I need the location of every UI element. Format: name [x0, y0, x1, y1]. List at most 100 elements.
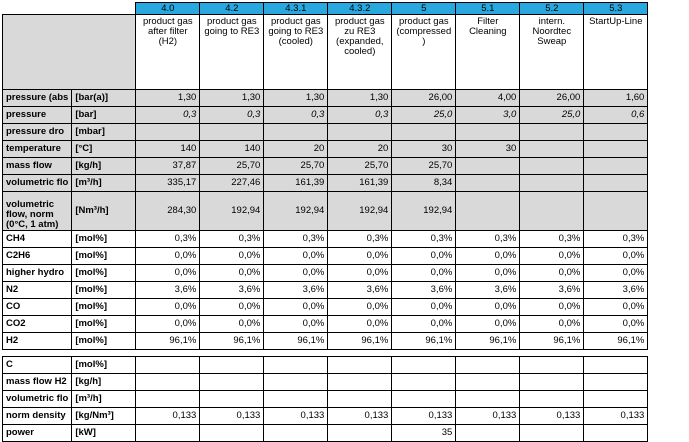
- value-cell: 4,00: [455, 89, 521, 107]
- row-label: CO2: [1, 315, 73, 333]
- row-label: temperature: [1, 140, 73, 158]
- row-label: C2H6: [1, 247, 73, 265]
- value-cell: [519, 390, 585, 408]
- value-cell: 0,0%: [135, 315, 201, 333]
- value-cell: 0,0%: [327, 264, 393, 282]
- spacer-row: [2, 349, 648, 357]
- value-cell: 25,0: [391, 106, 457, 124]
- value-cell: [519, 191, 585, 231]
- value-cell: 192,94: [199, 191, 265, 231]
- stream-id-cell: 4.2: [199, 2, 265, 15]
- value-cell: 0,0%: [199, 298, 265, 316]
- table-row: higher hydro [mol%] 0,0% 0,0% 0,0% 0,0% 0,0% 0,…: [1, 264, 649, 282]
- value-cell: [455, 174, 521, 192]
- value-cell: 140: [199, 140, 265, 158]
- value-cell: 25,70: [327, 157, 393, 175]
- value-cell: 1,30: [135, 89, 201, 107]
- value-cell: 0,133: [327, 407, 393, 425]
- value-cell: 0,3%: [519, 230, 585, 248]
- value-cell: [263, 356, 329, 374]
- value-cell: 0,3%: [583, 230, 649, 248]
- value-cell: [135, 123, 201, 141]
- value-cell: 0,3: [263, 106, 329, 124]
- row-unit: [kW]: [71, 424, 137, 442]
- value-cell: 0,0%: [391, 298, 457, 316]
- value-cell: 0,0%: [391, 264, 457, 282]
- value-cell: 0,3: [135, 106, 201, 124]
- value-cell: [519, 157, 585, 175]
- value-cell: 35: [391, 424, 457, 442]
- value-cell: 0,3%: [135, 230, 201, 248]
- stream-id-cell: 4.3.1: [263, 2, 329, 15]
- table-row: pressure dro [mbar]: [1, 123, 649, 141]
- value-cell: [391, 123, 457, 141]
- value-cell: [199, 390, 265, 408]
- value-cell: 0,133: [199, 407, 265, 425]
- value-cell: [263, 390, 329, 408]
- value-cell: 284,30: [135, 191, 201, 231]
- value-cell: [135, 424, 201, 442]
- value-cell: 25,0: [519, 106, 585, 124]
- value-cell: 161,39: [263, 174, 329, 192]
- value-cell: 30: [455, 140, 521, 158]
- value-cell: [327, 373, 393, 391]
- value-cell: [327, 424, 393, 442]
- value-cell: [583, 123, 649, 141]
- value-cell: 0,0%: [455, 247, 521, 265]
- value-cell: [583, 424, 649, 442]
- row-label: pressure (abs: [1, 89, 73, 107]
- value-cell: 96,1%: [327, 332, 393, 350]
- value-cell: [519, 373, 585, 391]
- row-unit: [kg/h]: [71, 373, 137, 391]
- value-cell: 0,0%: [199, 247, 265, 265]
- value-cell: 0,0%: [583, 315, 649, 333]
- stream-id-cell: 5.1: [455, 2, 521, 15]
- value-cell: 96,1%: [519, 332, 585, 350]
- value-cell: 192,94: [263, 191, 329, 231]
- value-cell: [391, 373, 457, 391]
- table-row: pressure (abs [bar(a)] 1,30 1,30 1,30 1,30 26,…: [1, 89, 649, 107]
- value-cell: 0,0%: [583, 264, 649, 282]
- value-cell: [199, 123, 265, 141]
- row-unit: [bar(a)]: [71, 89, 137, 107]
- stream-id-cell: 5: [391, 2, 457, 15]
- stream-description-cell: product gas (compressed ): [391, 14, 457, 90]
- row-label: pressure: [1, 106, 73, 124]
- value-cell: 0,0%: [135, 247, 201, 265]
- row-label: CH4: [1, 230, 73, 248]
- row-unit: [bar]: [71, 106, 137, 124]
- stream-description-cell: product gas going to RE3: [199, 14, 265, 90]
- value-cell: 0,0%: [263, 264, 329, 282]
- value-cell: [327, 390, 393, 408]
- value-cell: [263, 123, 329, 141]
- stream-id-cell: 4.3.2: [327, 2, 393, 15]
- value-cell: 96,1%: [135, 332, 201, 350]
- value-cell: 0,3%: [391, 230, 457, 248]
- value-cell: [583, 356, 649, 374]
- value-cell: 0,0%: [263, 298, 329, 316]
- value-cell: 0,133: [455, 407, 521, 425]
- value-cell: 0,133: [519, 407, 585, 425]
- value-cell: [327, 356, 393, 374]
- value-cell: 3,6%: [263, 281, 329, 299]
- value-cell: [519, 123, 585, 141]
- spacer-cell: [2, 349, 648, 357]
- table-row: CO [mol%] 0,0% 0,0% 0,0% 0,0% 0,0% 0,0% 0,0% 0,0%: [1, 298, 649, 316]
- description-label-cell: [1, 14, 137, 90]
- row-unit: [mol%]: [71, 247, 137, 265]
- value-cell: [199, 373, 265, 391]
- row-label: norm density: [1, 407, 73, 425]
- value-cell: 3,6%: [199, 281, 265, 299]
- value-cell: 3,6%: [327, 281, 393, 299]
- value-cell: 0,0%: [455, 264, 521, 282]
- value-cell: 0,0%: [263, 247, 329, 265]
- value-cell: 1,30: [199, 89, 265, 107]
- value-cell: [199, 424, 265, 442]
- stream-description-cell: product gas going to RE3 (cooled): [263, 14, 329, 90]
- value-cell: 1,30: [327, 89, 393, 107]
- value-cell: 0,0%: [455, 315, 521, 333]
- value-cell: [455, 356, 521, 374]
- value-cell: 96,1%: [263, 332, 329, 350]
- value-cell: 0,0%: [519, 315, 585, 333]
- value-cell: [455, 123, 521, 141]
